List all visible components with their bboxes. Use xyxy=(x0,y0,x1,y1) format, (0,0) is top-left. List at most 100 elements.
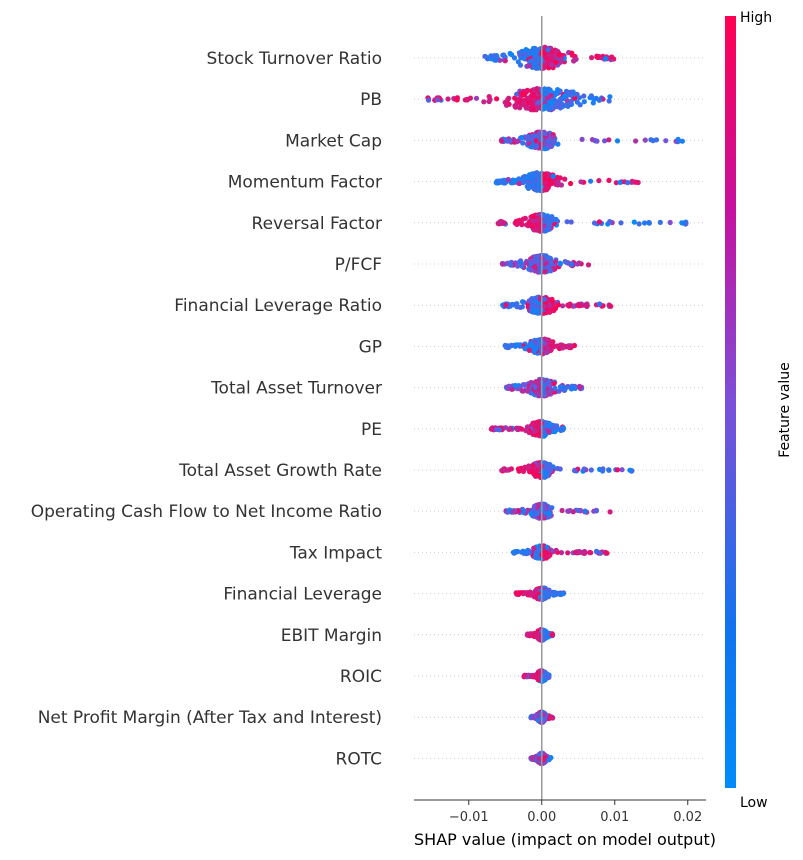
shap-point xyxy=(517,105,523,111)
shap-point xyxy=(565,550,571,556)
feature-label: Stock Turnover Ratio xyxy=(207,49,382,69)
shap-point xyxy=(532,428,538,434)
shap-point xyxy=(502,99,508,105)
shap-point xyxy=(581,550,587,556)
shap-point xyxy=(629,179,635,185)
shap-point xyxy=(557,260,563,266)
shap-point xyxy=(542,632,548,638)
shap-point xyxy=(559,507,565,514)
shap-point xyxy=(549,715,556,721)
shap-point xyxy=(520,179,526,186)
shap-point xyxy=(494,96,500,102)
shap-point xyxy=(593,508,600,514)
shap-point xyxy=(609,54,615,60)
shap-point xyxy=(517,304,524,310)
shap-point xyxy=(529,258,535,264)
feature-label: Tax Impact xyxy=(289,543,383,563)
shap-point xyxy=(541,296,548,302)
shap-point xyxy=(569,262,575,268)
shap-point xyxy=(542,754,548,760)
shap-point xyxy=(531,347,537,353)
shap-point xyxy=(560,303,566,309)
shap-point xyxy=(557,384,563,390)
shap-point xyxy=(524,388,531,394)
shap-point xyxy=(501,220,507,226)
shap-point xyxy=(528,48,534,54)
shap-point xyxy=(522,51,528,57)
shap-point xyxy=(547,381,553,387)
shap-point xyxy=(520,548,526,554)
shap-point xyxy=(571,91,577,97)
x-tick-label: 0.02 xyxy=(673,810,702,825)
shap-point xyxy=(536,632,542,638)
feature-label: PB xyxy=(360,90,382,110)
shap-point xyxy=(667,219,673,226)
feature-label: Financial Leverage xyxy=(223,585,382,605)
shap-point xyxy=(537,384,543,390)
shap-point xyxy=(594,138,600,144)
shap-point xyxy=(550,134,557,140)
shap-point xyxy=(553,259,559,265)
shap-point xyxy=(530,213,536,219)
shap-point xyxy=(523,427,529,434)
shap-point xyxy=(518,465,524,471)
shap-point xyxy=(530,674,537,680)
shap-point xyxy=(584,303,590,309)
shap-point xyxy=(594,54,600,60)
shap-point xyxy=(538,668,544,674)
shap-point xyxy=(546,255,552,261)
shap-point xyxy=(549,49,555,55)
shap-point xyxy=(591,220,598,226)
shap-point xyxy=(606,177,612,183)
shap-point xyxy=(548,62,555,68)
shap-point xyxy=(497,57,503,63)
shap-point xyxy=(589,55,595,61)
shap-point xyxy=(607,94,613,100)
shap-point xyxy=(557,175,563,181)
shap-point xyxy=(531,503,538,509)
shap-point xyxy=(579,136,585,142)
shap-point xyxy=(531,545,537,551)
shap-point xyxy=(534,217,540,223)
shap-point xyxy=(532,45,538,52)
shap-point xyxy=(614,467,621,473)
shap-point xyxy=(521,55,527,61)
shap-point xyxy=(549,340,555,346)
shap-point xyxy=(559,342,565,348)
shap-point xyxy=(641,220,648,226)
shap-point xyxy=(680,220,686,226)
shap-point xyxy=(542,345,548,351)
shap-point xyxy=(516,342,522,348)
shap-point xyxy=(481,99,487,105)
shap-point xyxy=(564,219,570,225)
shap-point xyxy=(500,261,506,267)
shap-point xyxy=(556,52,563,58)
shap-point xyxy=(636,221,642,227)
shap-point xyxy=(588,93,595,99)
shap-point xyxy=(531,62,537,68)
shap-point xyxy=(534,390,540,396)
shap-point xyxy=(541,433,547,439)
shap-point xyxy=(528,631,534,637)
shap-point xyxy=(545,264,551,270)
shap-point xyxy=(533,86,539,93)
shap-point xyxy=(515,548,521,555)
shap-point xyxy=(524,465,530,471)
feature-label: Operating Cash Flow to Net Income Ratio xyxy=(31,502,382,522)
shap-point xyxy=(553,547,559,554)
shap-point xyxy=(445,96,451,102)
x-tick-label: 0.00 xyxy=(527,810,556,825)
shap-point xyxy=(508,466,514,472)
feature-label: Financial Leverage Ratio xyxy=(174,296,382,316)
shap-point xyxy=(535,65,542,71)
shap-point xyxy=(571,58,577,64)
shap-point xyxy=(568,98,574,104)
shap-point xyxy=(590,100,596,106)
shap-point xyxy=(542,471,548,477)
shap-point xyxy=(663,138,669,144)
shap-point xyxy=(521,672,528,678)
shap-point xyxy=(558,550,565,556)
feature-label: PE xyxy=(361,420,382,440)
shap-point xyxy=(543,420,549,426)
shap-point xyxy=(503,302,509,308)
